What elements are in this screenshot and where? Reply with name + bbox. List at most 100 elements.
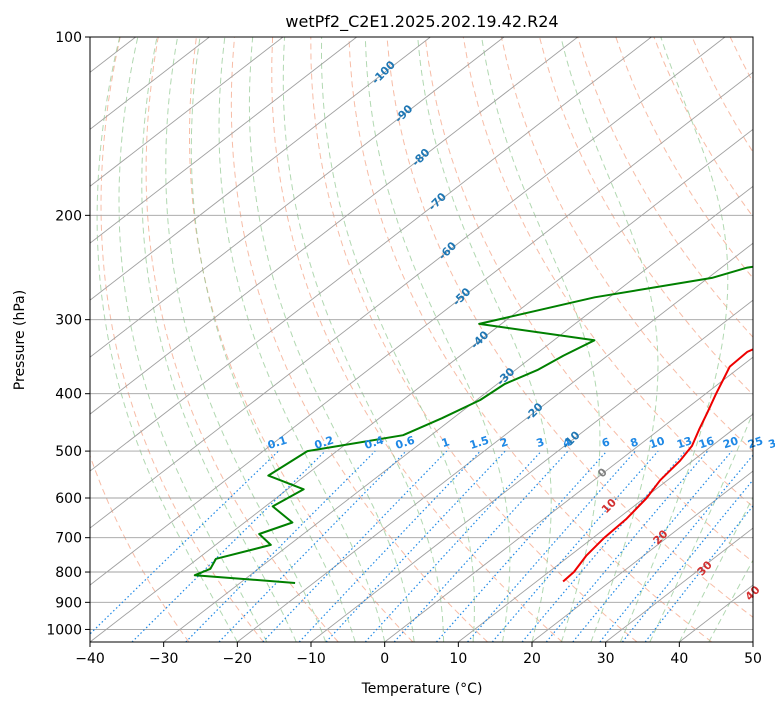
mixing-ratio-label: 13 [675,434,694,451]
mixing-ratio-line [185,450,376,642]
y-tick-label: 900 [55,595,82,611]
dry-adiabat-line [310,37,638,642]
mixing-ratio-label: 30 [767,434,775,451]
x-tick-label: 20 [523,651,541,667]
dry-adiabat-line [100,37,264,642]
mixing-ratio-label: 4 [561,435,573,450]
mixing-ratio-label: 0.1 [266,434,289,452]
mixing-ratio-label: 8 [629,435,640,450]
y-tick-label: 300 [55,313,82,329]
y-axis-label: Pressure (hPa) [12,290,28,390]
dry-adiabat-line [577,37,753,338]
isotherm-line [90,37,726,529]
isotherm-line [605,527,753,642]
isotherm-line [90,37,357,244]
mixing-ratio-line [621,479,753,642]
moist-adiabat-line [118,37,268,642]
moist-adiabat-line [481,37,601,642]
mixing-ratio-line [131,450,326,642]
mixing-ratio-line [467,450,636,642]
mixing-ratio-line [325,450,506,642]
isotherm-line [458,413,753,642]
dry-adiabat-line [348,37,713,642]
isotherm-line [237,242,753,642]
moist-adiabat-line [560,37,659,642]
mixing-ratio-label: 20 [721,434,740,451]
mixing-ratio-line [218,450,407,642]
isotherm-line [90,128,753,642]
x-tick-label: −40 [75,651,105,667]
isotherm-line [384,356,753,642]
x-tick-label: 0 [380,651,389,667]
chart-annotations: 0.10.20.40.611.52346810131620253036-100-… [266,58,775,603]
mixing-ratio-line [393,450,569,642]
chart-title: wetPf2_C2E1.2025.202.19.42.R24 [285,12,558,32]
moist-adiabat-line [165,37,327,642]
mixing-ratio-line [262,450,448,642]
x-tick-label: −20 [223,651,253,667]
moist-adiabat-line [619,37,729,642]
mixing-ratio-label: 25 [746,434,765,451]
mixing-ratio-label: 0.4 [363,433,386,451]
plot-frame [89,36,754,643]
isotherm-line [531,470,753,642]
mixing-ratio-label: 1.5 [468,434,491,452]
dewpoint-profile-line [193,265,753,584]
y-tick-label: 100 [55,30,82,46]
mixing-ratio-label: 1 [440,435,451,450]
y-tick-label: 200 [55,208,82,224]
isotherm-line [90,37,652,472]
mixing-ratio-label: 0.2 [313,434,336,452]
x-axis-label: Temperature (°C) [361,681,483,697]
x-tick-label: −10 [296,651,326,667]
moist-adiabat-line [282,37,445,642]
y-tick-label: 500 [55,444,82,460]
mixing-ratio-line [545,450,709,642]
mixing-ratio-label: 0.6 [394,433,417,451]
mixing-ratio-label: 10 [648,434,667,451]
mixing-ratio-label: 16 [697,434,716,451]
dry-adiabat-line [424,37,753,563]
moist-adiabat-line [321,37,475,642]
temperature-profile-line [562,348,753,583]
mixing-ratio-line [572,450,733,642]
isotherm-line [90,37,431,301]
isotherm-line [90,71,753,586]
mixing-ratio-label: 6 [600,435,612,450]
chart-grid [90,37,753,642]
x-tick-label: 50 [744,651,762,667]
mixing-ratio-line [298,450,481,642]
moist-adiabat-line [417,37,552,642]
moist-adiabat-line [141,37,297,642]
mixing-ratio-label: 3 [535,435,546,450]
chart-series [193,265,753,584]
dry-adiabat-line [230,37,488,642]
moist-adiabat-line [96,37,238,642]
isotherm-line [90,37,578,415]
isotherm-line [90,37,284,187]
moist-adiabat-line [364,37,511,642]
dry-adiabat-line [271,37,563,642]
dry-adiabat-line [90,454,190,642]
dry-adiabat-line [145,37,339,642]
x-tick-label: −30 [149,651,179,667]
y-tick-label: 800 [55,565,82,581]
chart-axes: −40 −30 −20 −10 0 10 20 30 40 5010020030040050060… [46,30,762,667]
moist-adiabat-line [649,411,753,642]
moist-adiabat-line [190,37,356,642]
y-tick-label: 400 [55,387,82,403]
isotherm-line [310,299,753,642]
mixing-ratio-line [599,454,753,642]
isotherm-line [90,37,505,358]
mixing-ratio-label: 2 [498,435,509,450]
y-tick-label: 600 [55,491,82,507]
y-tick-label: 700 [55,531,82,547]
isotherm-line [163,185,753,642]
x-tick-label: 30 [597,651,615,667]
mixing-ratio-line [435,450,608,642]
dry-adiabat-line [386,37,753,618]
x-tick-label: 10 [449,651,467,667]
y-tick-label: 1000 [46,622,82,638]
